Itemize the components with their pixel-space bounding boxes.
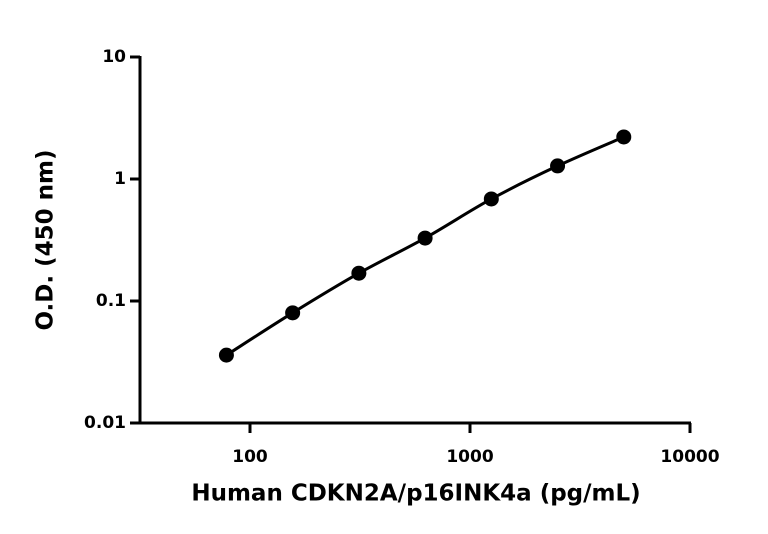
data-point: [351, 265, 367, 281]
data-point: [285, 305, 301, 321]
data-point: [483, 191, 499, 207]
x-tick-label: 100: [232, 447, 268, 467]
data-point: [550, 158, 566, 174]
y-tick-label: 0.01: [84, 413, 126, 433]
x-axis-title: Human CDKN2A/p16INK4a (pg/mL): [191, 481, 640, 507]
y-tick-label: 10: [102, 47, 126, 67]
data-point: [417, 230, 433, 246]
y-tick-label: 1: [114, 169, 126, 189]
data-point: [218, 347, 234, 363]
x-tick-label: 10000: [660, 447, 719, 467]
x-tick-label: 1000: [446, 447, 493, 467]
data-point: [616, 129, 632, 145]
fit-line: [225, 135, 625, 357]
y-tick-label: 0.1: [96, 291, 126, 311]
y-axis-title: O.D. (450 nm): [33, 149, 59, 330]
